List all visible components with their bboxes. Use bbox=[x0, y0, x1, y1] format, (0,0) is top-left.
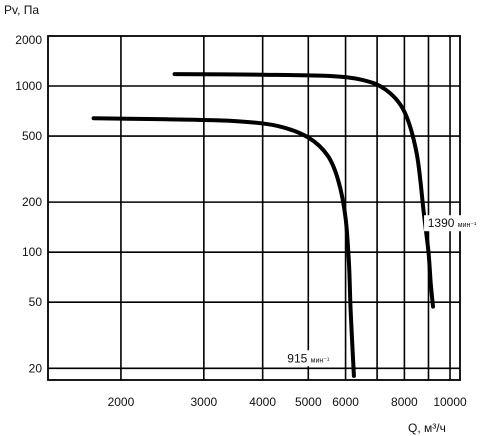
curve-label-915: 915 мин⁻¹ bbox=[287, 351, 330, 365]
x-tick-label: 8000 bbox=[391, 395, 418, 409]
x-tick-label: 2000 bbox=[108, 395, 135, 409]
x-tick-label: 6000 bbox=[332, 395, 359, 409]
tick-labels: 2000 3000 4000 5000 6000 8000 10000 20 50 100 200 5… bbox=[15, 33, 467, 409]
x-tick-label: 4000 bbox=[249, 395, 276, 409]
curve-label-bg bbox=[424, 215, 481, 232]
y-tick-label: 100 bbox=[22, 245, 42, 259]
x-tick-label: 3000 bbox=[190, 395, 217, 409]
y-tick-label: 500 bbox=[22, 129, 42, 143]
y-axis-label: Pv, Па bbox=[4, 3, 39, 17]
x-tick-label: 10000 bbox=[433, 395, 467, 409]
grid bbox=[48, 36, 460, 380]
x-tick-label: 5000 bbox=[295, 395, 322, 409]
x-axis-label: Q, м³/ч bbox=[408, 421, 446, 435]
y-tick-label: 1000 bbox=[15, 79, 42, 93]
y-tick-label: 2000 bbox=[15, 33, 42, 47]
plot-frame bbox=[47, 35, 461, 381]
y-tick-label: 200 bbox=[22, 195, 42, 209]
curve-labels: 915 мин⁻¹ 1390 мин⁻¹ bbox=[282, 215, 481, 367]
curves bbox=[91, 72, 435, 378]
series-1390-line bbox=[172, 72, 435, 309]
curve-label-1390: 1390 мин⁻¹ bbox=[428, 216, 477, 230]
curve-label-bg bbox=[282, 350, 335, 367]
y-tick-label: 50 bbox=[29, 295, 43, 309]
y-tick-label: 20 bbox=[29, 361, 43, 375]
series-915-line bbox=[91, 116, 356, 378]
